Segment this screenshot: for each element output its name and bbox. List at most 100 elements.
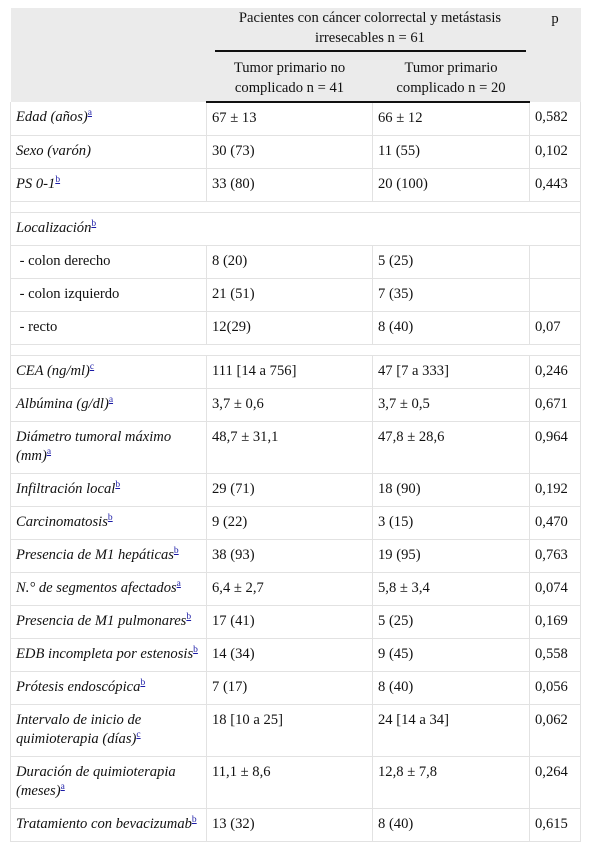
row-label-cell: Edad (años)a [10,102,207,136]
uncomplicated-value-cell: 6,4 ± 2,7 [206,572,373,606]
p-value-cell: 0,246 [529,355,581,389]
spacer-row [10,201,581,213]
complicated-value-cell: 12,8 ± 7,8 [372,756,530,809]
complicated-value-cell: 24 [14 a 34] [372,704,530,757]
table-row: Intervalo de inicio de quimioterapia (dí… [10,704,581,757]
table-row: Carcinomatosisb 9 (22) 3 (15) 0,470 [10,506,581,540]
row-label-cell: Tratamiento con bevacizumabb [10,808,207,842]
row-label-cell: Carcinomatosisb [10,506,207,540]
uncomplicated-value-cell: 12(29) [206,311,373,345]
footnote-link[interactable]: b [91,219,97,230]
header-group-cell: Pacientes con cáncer colorrectal y metás… [206,8,530,54]
p-value-cell [529,278,581,312]
complicated-value-cell: 20 (100) [372,168,530,202]
row-label-cell: N.° de segmentos afectadosa [10,572,207,606]
p-value-cell: 0,443 [529,168,581,202]
row-label: Infiltración local [16,481,116,497]
complicated-value-cell: 5 (25) [372,245,530,279]
uncomplicated-value-cell: 11,1 ± 8,6 [206,756,373,809]
header-uncomplicated-column: Tumor primario no complicado n = 41 [206,54,373,103]
table-row: Diámetro tumoral máximo (mm)a 48,7 ± 31,1… [10,421,581,474]
row-label: Edad (años) [16,109,88,125]
table-row: - recto 12(29) 8 (40) 0,07 [10,311,581,345]
row-label: Carcinomatosis [16,514,108,530]
table-row: N.° de segmentos afectadosa 6,4 ± 2,7 5,8 … [10,572,581,606]
spacer-row [10,344,581,356]
table-row: EDB incompleta por estenosisb 14 (34) 9 (4… [10,638,581,672]
table-row: Edad (años)a 67 ± 13 66 ± 12 0,582 [10,102,581,136]
p-value-cell: 0,102 [529,135,581,169]
p-value-cell: 0,074 [529,572,581,606]
complicated-value-cell: 5 (25) [372,605,530,639]
row-label: EDB incompleta por estenosis [16,646,194,662]
complicated-value-cell: 3 (15) [372,506,530,540]
uncomplicated-value-cell: 111 [14 a 756] [206,355,373,389]
uncomplicated-value-cell: 17 (41) [206,605,373,639]
footnote-link[interactable]: b [115,480,121,491]
uncomplicated-value-cell: 38 (93) [206,539,373,573]
complicated-value-cell: 5,8 ± 3,4 [372,572,530,606]
footnote-link[interactable]: a [87,108,92,119]
row-label-cell: - recto [10,311,207,345]
row-label: Presencia de M1 pulmonares [16,613,187,629]
p-value-cell: 0,062 [529,704,581,757]
footnote-link[interactable]: b [107,513,113,524]
footnote-link[interactable]: c [89,362,95,373]
row-label: Duración de quimioterapia (meses) [16,764,176,799]
p-value-cell: 0,671 [529,388,581,422]
footnote-link[interactable]: c [136,730,141,741]
row-label-cell: EDB incompleta por estenosisb [10,638,207,672]
comparison-table-container: Pacientes con cáncer colorrectal y metás… [10,8,581,842]
row-label: Diámetro tumoral máximo (mm) [16,429,172,464]
uncomplicated-value-cell: 18 [10 a 25] [206,704,373,757]
table-row: Sexo (varón) 30 (73) 11 (55) 0,102 [10,135,581,169]
complicated-value-cell: 3,7 ± 0,5 [372,388,530,422]
header-empty-cell [10,8,207,102]
row-label: Localización [16,220,92,236]
row-label: - colon izquierdo [16,286,120,302]
table-row: - colon derecho 8 (20) 5 (25) [10,245,581,279]
footnote-link[interactable]: b [173,546,179,557]
p-value-cell: 0,615 [529,808,581,842]
row-label: - colon derecho [16,253,111,269]
complicated-value-cell: 8 (40) [372,311,530,345]
p-value-cell: 0,07 [529,311,581,345]
p-value-cell: 0,763 [529,539,581,573]
complicated-value-cell: 19 (95) [372,539,530,573]
p-value-cell: 0,264 [529,756,581,809]
footnote-link[interactable]: a [176,579,181,590]
table-row: Duración de quimioterapia (meses)a 11,1 ±… [10,756,581,809]
footnote-link[interactable]: a [46,447,52,458]
row-label-cell: Albúmina (g/dl)a [10,388,207,422]
row-label: Tratamiento con bevacizumab [16,816,192,832]
footnote-link[interactable]: b [186,612,192,623]
row-label-cell: CEA (ng/ml)c [10,355,207,389]
complicated-value-cell: 66 ± 12 [372,102,530,136]
footnote-link[interactable]: b [55,175,61,186]
footnote-link[interactable]: a [108,395,114,406]
footnote-link[interactable]: b [140,678,146,689]
footnote-link[interactable]: a [60,782,65,793]
uncomplicated-value-cell: 9 (22) [206,506,373,540]
p-value-cell: 0,558 [529,638,581,672]
footnote-link[interactable]: b [193,645,198,656]
row-label-cell: - colon izquierdo [10,278,207,312]
uncomplicated-value-cell: 33 (80) [206,168,373,202]
complicated-value-cell: 11 (55) [372,135,530,169]
uncomplicated-value-cell: 3,7 ± 0,6 [206,388,373,422]
p-value-cell [529,245,581,279]
spacer-cell [10,344,581,356]
p-value-cell: 0,470 [529,506,581,540]
table-row: Tratamiento con bevacizumabb 13 (32) 8 (40… [10,808,581,842]
table-row: Presencia de M1 pulmonaresb 17 (41) 5 (25)… [10,605,581,639]
table-row: Infiltración localb 29 (71) 18 (90) 0,192 [10,473,581,507]
footnote-link[interactable]: b [191,815,197,826]
uncomplicated-value-cell: 30 (73) [206,135,373,169]
table-row: PS 0-1b 33 (80) 20 (100) 0,443 [10,168,581,202]
p-value-cell: 0,192 [529,473,581,507]
p-value-cell: 0,169 [529,605,581,639]
row-label-cell: PS 0-1b [10,168,207,202]
complicated-value-cell: 47,8 ± 28,6 [372,421,530,474]
table-row: Prótesis endoscópicab 7 (17) 8 (40) 0,056 [10,671,581,705]
row-label-cell: Prótesis endoscópicab [10,671,207,705]
